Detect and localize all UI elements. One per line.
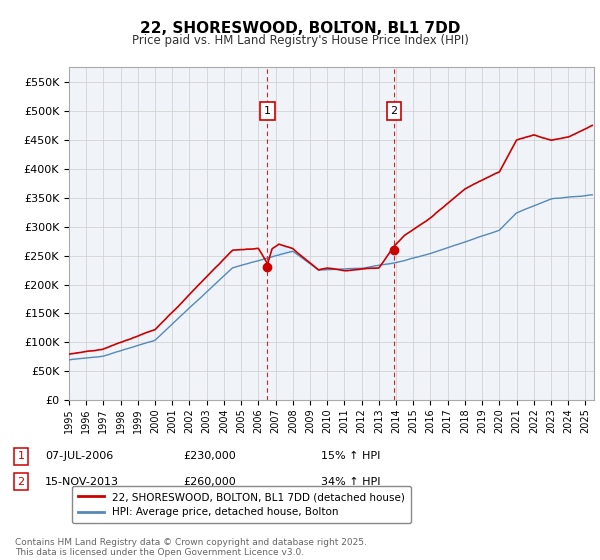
Text: £230,000: £230,000 bbox=[183, 451, 236, 461]
Text: 1: 1 bbox=[17, 451, 25, 461]
Text: 07-JUL-2006: 07-JUL-2006 bbox=[45, 451, 113, 461]
Text: 15% ↑ HPI: 15% ↑ HPI bbox=[321, 451, 380, 461]
Text: 34% ↑ HPI: 34% ↑ HPI bbox=[321, 477, 380, 487]
Text: Contains HM Land Registry data © Crown copyright and database right 2025.
This d: Contains HM Land Registry data © Crown c… bbox=[15, 538, 367, 557]
Legend: 22, SHORESWOOD, BOLTON, BL1 7DD (detached house), HPI: Average price, detached h: 22, SHORESWOOD, BOLTON, BL1 7DD (detache… bbox=[71, 486, 412, 524]
Text: £260,000: £260,000 bbox=[183, 477, 236, 487]
Text: 2: 2 bbox=[17, 477, 25, 487]
Text: 1: 1 bbox=[264, 106, 271, 116]
Text: Price paid vs. HM Land Registry's House Price Index (HPI): Price paid vs. HM Land Registry's House … bbox=[131, 34, 469, 46]
Text: 22, SHORESWOOD, BOLTON, BL1 7DD: 22, SHORESWOOD, BOLTON, BL1 7DD bbox=[140, 21, 460, 36]
Text: 15-NOV-2013: 15-NOV-2013 bbox=[45, 477, 119, 487]
Text: 2: 2 bbox=[391, 106, 398, 116]
